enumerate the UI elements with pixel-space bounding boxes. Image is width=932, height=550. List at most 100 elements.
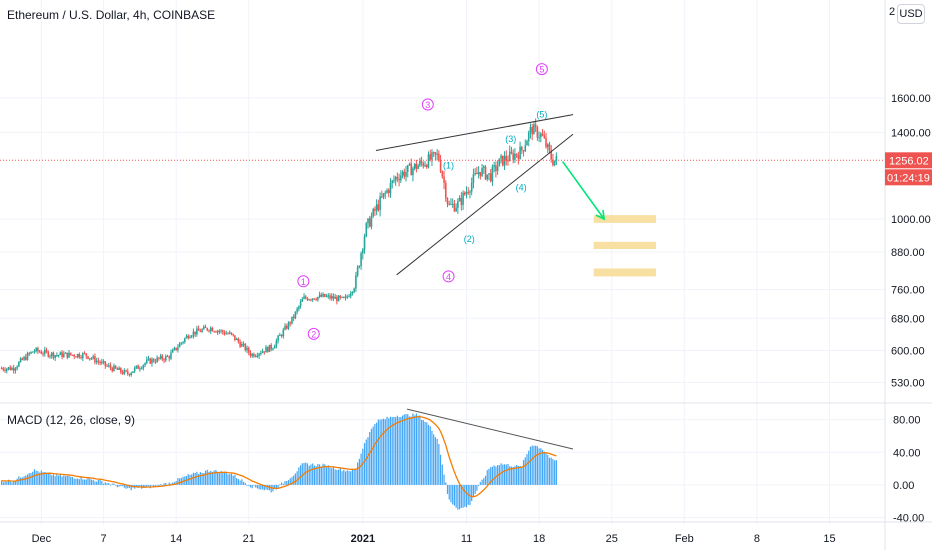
currency-button[interactable]: USD (897, 4, 925, 24)
candle-body (315, 299, 317, 301)
candle-body (533, 124, 535, 135)
candle-body (244, 343, 247, 351)
macd-bar (201, 472, 203, 485)
candle-body (54, 355, 56, 358)
candle-body (92, 356, 94, 359)
candle-body (334, 297, 336, 299)
candle-body (526, 140, 528, 146)
macd-bar (459, 484, 461, 510)
candle-body (114, 365, 117, 369)
macd-bar (26, 474, 29, 485)
macd-bar (445, 482, 447, 485)
macd-bar (334, 469, 336, 485)
macd-bar (125, 484, 127, 489)
candle-body (394, 177, 397, 181)
macd-bar (0, 480, 3, 485)
candle-body (299, 301, 302, 307)
macd-bar (526, 454, 528, 485)
macd-bar (246, 484, 248, 486)
macd-bar (358, 458, 360, 485)
candle-body (201, 329, 203, 332)
candle-body (277, 335, 279, 341)
wave-minor-label: (3) (505, 134, 516, 144)
time-tick-label: 8 (754, 533, 760, 545)
candle-body (16, 366, 18, 369)
macd-bar (422, 420, 424, 485)
candle-body (239, 341, 241, 347)
candle-body (405, 171, 407, 177)
macd-bar (536, 446, 538, 485)
candle-body (298, 306, 300, 309)
candle-body (446, 198, 449, 205)
candle-body (78, 354, 81, 358)
macd-bar (225, 472, 227, 485)
candle-body (113, 365, 115, 372)
macd-bar (168, 482, 170, 485)
macd-bar (535, 445, 537, 485)
macd-bar (89, 478, 91, 485)
macd-bar (319, 464, 321, 485)
candle-body (470, 182, 473, 192)
macd-bar (54, 476, 56, 485)
macd-bar (376, 422, 378, 485)
macd-bar (56, 473, 58, 485)
macd-bar (424, 421, 426, 485)
candle-body (57, 355, 60, 357)
candle-body (190, 335, 193, 337)
macd-bar (204, 470, 207, 485)
candle-body (118, 367, 120, 370)
chart-title: Ethereum / U.S. Dollar, 4h, COINBASE (7, 8, 216, 22)
candle-body (266, 347, 269, 352)
candle-body (177, 347, 179, 350)
price-tick-label: 760.00 (891, 285, 925, 297)
wedge-trendline (375, 114, 574, 151)
macd-bar (353, 469, 355, 485)
candle-body (107, 365, 110, 367)
candle-body (477, 172, 480, 175)
wave-minor-label: (2) (464, 234, 475, 244)
macd-bar (196, 471, 198, 485)
current-price-value: 1256.02 (889, 155, 929, 167)
candle-body (137, 365, 139, 369)
candle-body (147, 358, 150, 360)
macd-bar (241, 479, 243, 485)
candle-body (71, 354, 74, 356)
candle-body (68, 352, 70, 358)
candle-body (550, 150, 553, 160)
candle-body (441, 171, 444, 177)
macd-bar (500, 463, 502, 485)
macd-bar (543, 451, 545, 485)
candle-body (31, 351, 34, 353)
candle-body (436, 153, 438, 155)
macd-bar (344, 471, 347, 485)
macd-bar (198, 473, 200, 485)
candle-body (139, 368, 141, 370)
macd-bar (431, 430, 433, 485)
macd-bar (299, 465, 302, 485)
macd-tick-label: 0.00 (893, 480, 914, 492)
candle-body (455, 207, 457, 212)
time-tick-label: 7 (101, 533, 107, 545)
macd-bar (369, 432, 371, 485)
macd-tick-label: -40.00 (893, 513, 924, 525)
macd-tick-label: 80.00 (893, 415, 921, 427)
macd-bar (120, 484, 122, 487)
macd-bar (213, 470, 215, 485)
macd-bar (464, 484, 466, 507)
macd-bar (452, 484, 454, 505)
macd-bar (502, 464, 504, 485)
macd-bar (315, 466, 317, 485)
drawings: 1 2 3 4 5 (1) (2) (3) (4) (5) (0, 63, 885, 450)
macd-bar (51, 475, 53, 485)
candle-body (339, 295, 342, 298)
macd-bar (21, 477, 23, 485)
macd-bar (4, 481, 6, 485)
macd-bar (439, 454, 442, 485)
macd-bar (249, 484, 252, 488)
candle-body (493, 165, 495, 167)
candle-body (234, 335, 236, 340)
macd-bar (189, 474, 191, 485)
macd-bar (346, 470, 348, 485)
macd-bar (388, 418, 390, 485)
